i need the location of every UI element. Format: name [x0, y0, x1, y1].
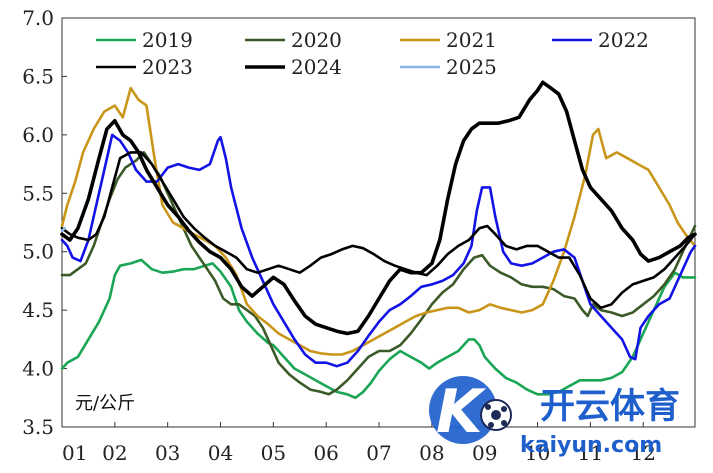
watermark-url-text: kaiyun.com — [520, 433, 662, 458]
x-tick-label: 03 — [155, 441, 180, 465]
legend-label-2025: 2025 — [446, 55, 497, 79]
x-tick-label: 06 — [313, 441, 338, 465]
series-line-2023 — [60, 151, 697, 310]
legend-label-2024: 2024 — [291, 55, 342, 79]
y-axis: 3.5 4.0 4.5 5.0 5.5 6.0 6.5 7.0 — [22, 6, 67, 439]
series-line-2024 — [60, 80, 697, 336]
legend-label-2021: 2021 — [446, 28, 497, 52]
x-tick-label: 07 — [366, 441, 391, 465]
legend-label-2020: 2020 — [291, 28, 342, 52]
x-tick-label: 01 — [62, 441, 87, 465]
y-tick-label: 6.5 — [22, 64, 54, 88]
legend-label-2022: 2022 — [598, 28, 649, 52]
watermark: K 开云体育 kaiyun.com — [429, 376, 680, 458]
y-unit-label: 元/公斤 — [75, 393, 135, 414]
x-tick-label: 02 — [102, 441, 127, 465]
watermark-brand-text: 开云体育 — [540, 387, 680, 427]
x-tick-label: 12 — [630, 441, 655, 465]
y-tick-label: 5.5 — [22, 181, 54, 205]
watermark-logo-icon: K — [429, 376, 512, 447]
x-tick-label: 09 — [472, 441, 497, 465]
x-tick-label: 08 — [419, 441, 444, 465]
x-tick-label: 05 — [261, 441, 286, 465]
y-tick-label: 5.0 — [22, 240, 54, 264]
x-tick-label: 04 — [208, 441, 233, 465]
series-line-2025 — [60, 227, 66, 232]
x-tick-label: 10 — [525, 441, 550, 465]
x-axis: 01 02 03 04 05 06 07 08 09 10 11 12 — [61, 422, 656, 465]
x-tick-label: 11 — [578, 441, 603, 465]
y-tick-label: 4.5 — [22, 298, 54, 322]
series-line-2019 — [60, 258, 697, 400]
y-tick-label: 6.0 — [22, 123, 54, 147]
y-tick-label: 4.0 — [22, 357, 54, 381]
series-layer — [60, 80, 697, 400]
legend: 2019 2020 2021 2022 2023 2024 2025 — [96, 28, 649, 79]
y-tick-label: 3.5 — [22, 415, 54, 439]
series-line-2021 — [60, 86, 697, 356]
y-tick-label: 7.0 — [22, 6, 54, 30]
legend-label-2023: 2023 — [142, 55, 193, 79]
svg-text:K: K — [436, 377, 487, 447]
legend-label-2019: 2019 — [142, 28, 193, 52]
